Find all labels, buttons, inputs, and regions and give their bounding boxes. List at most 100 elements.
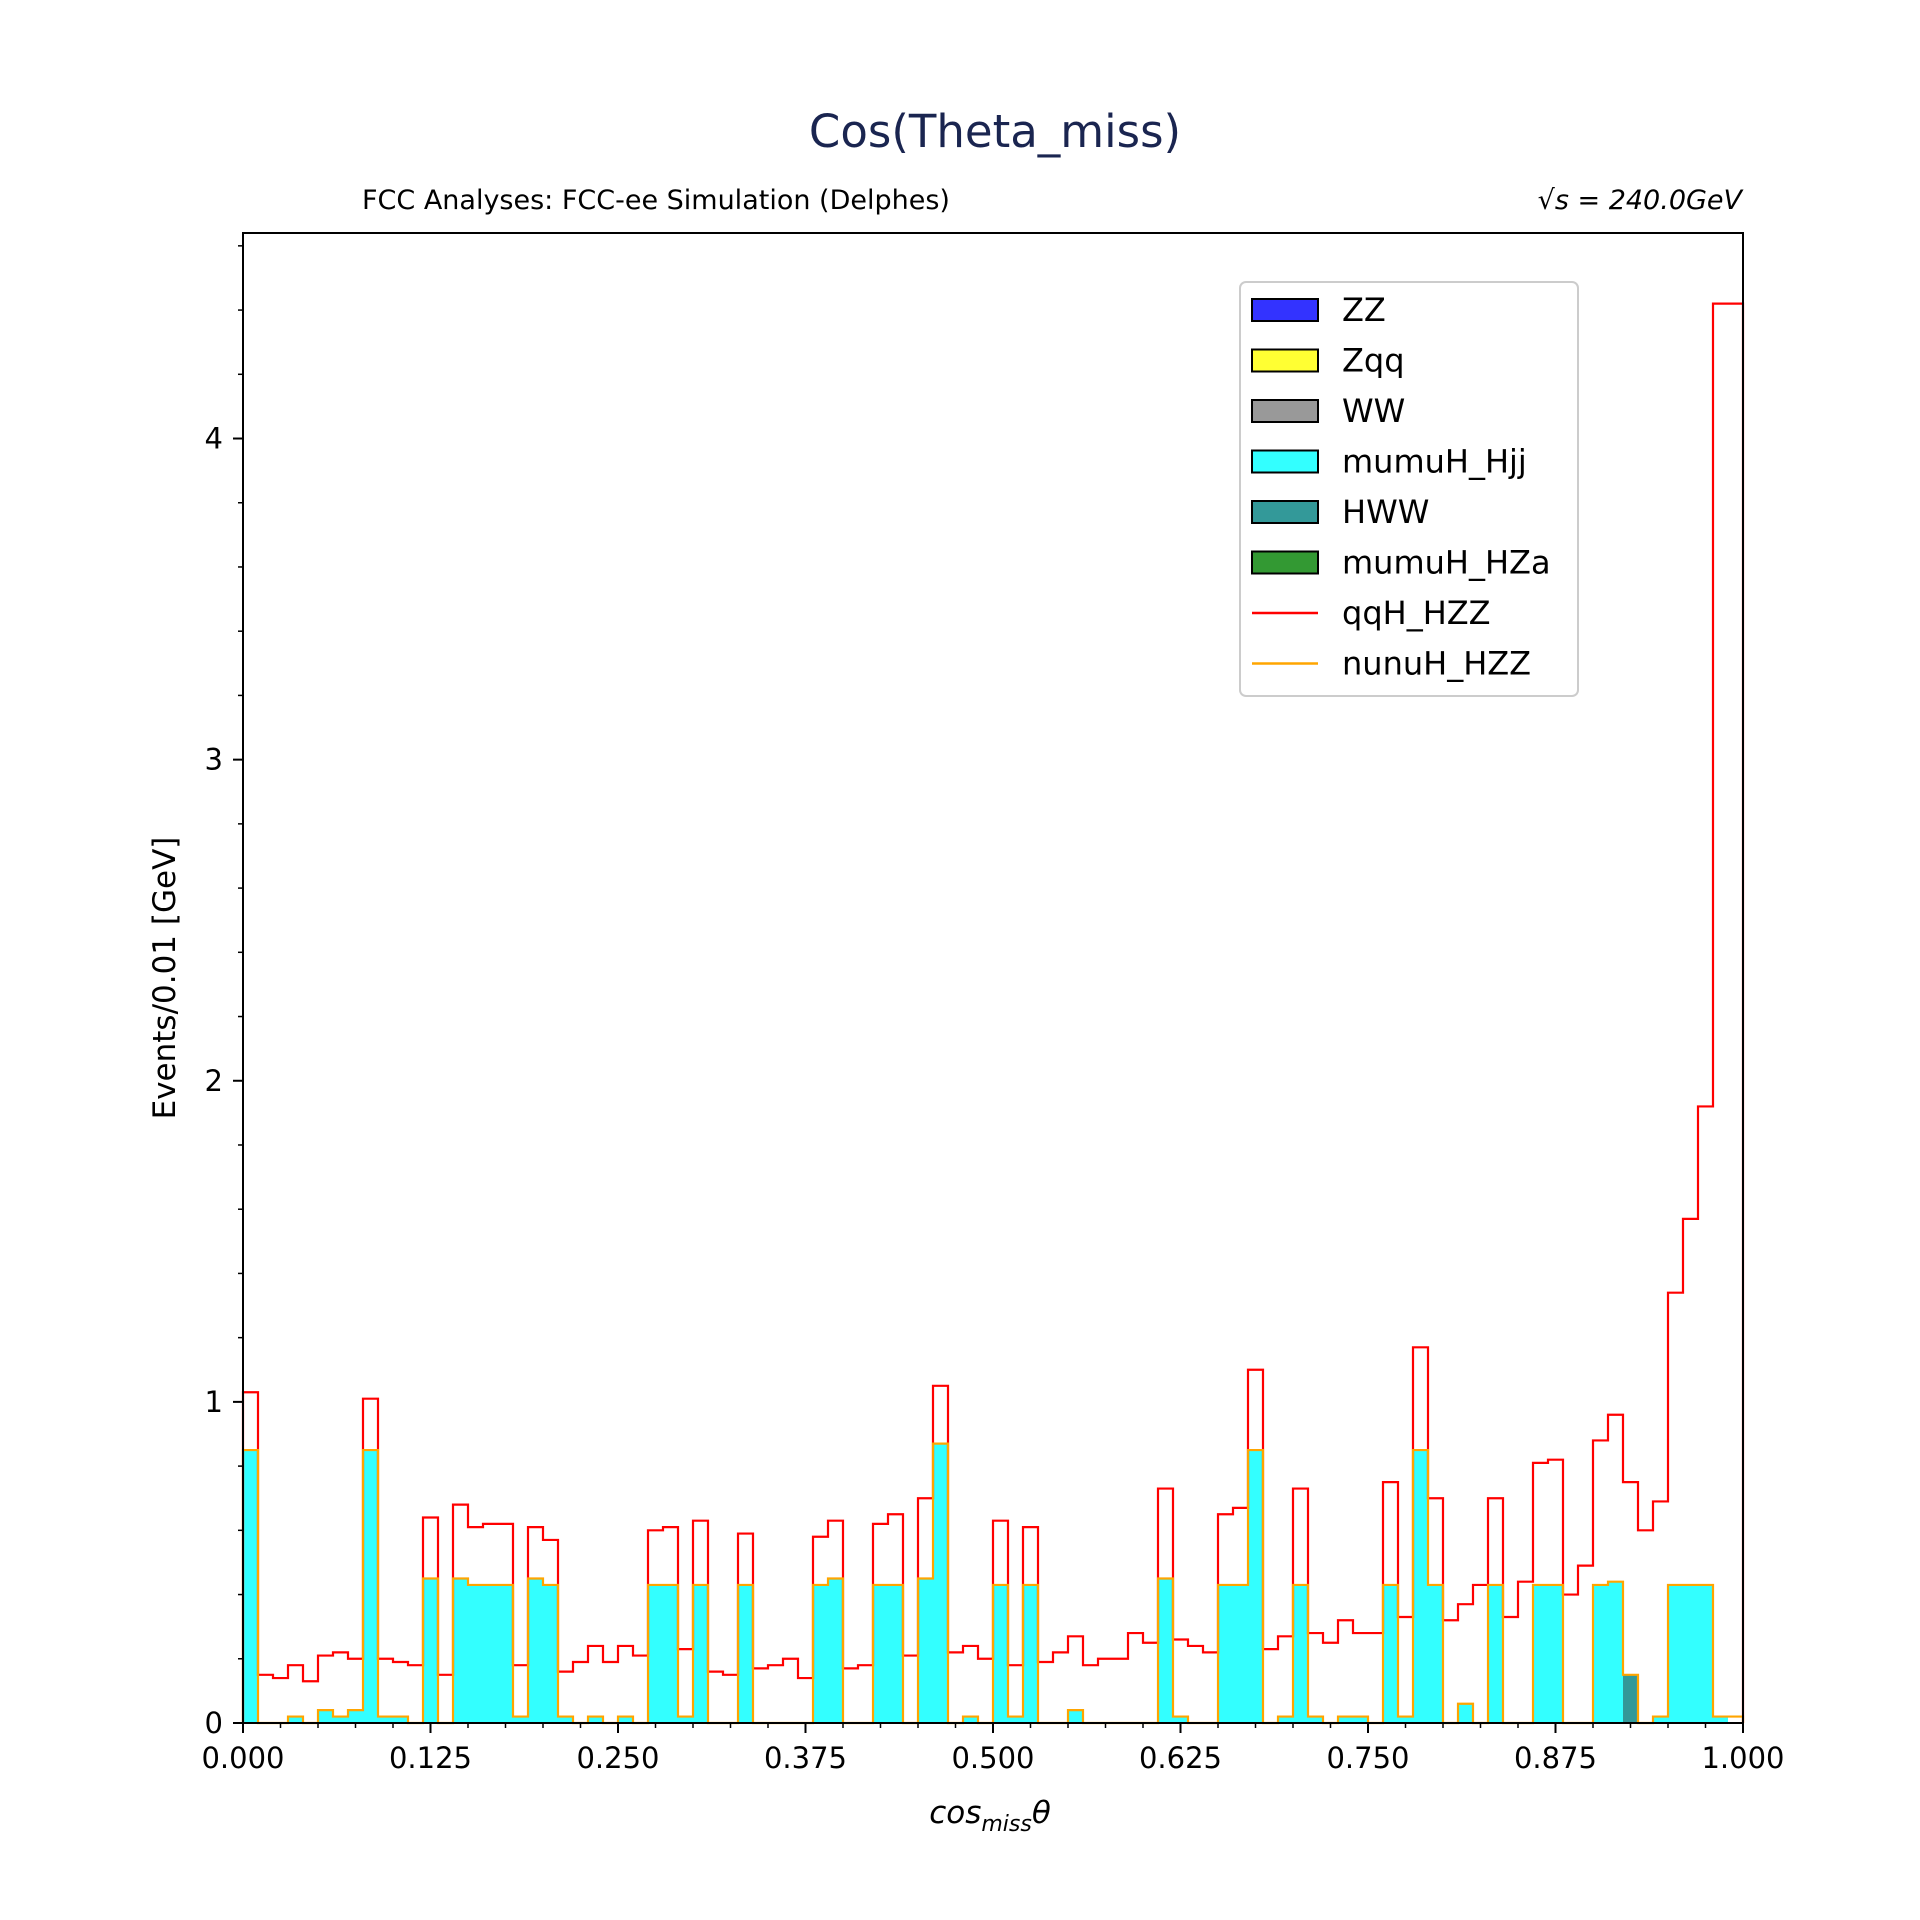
legend-item-HWW: HWW [1251,493,1429,531]
bar-mumuH_Hjj-23 [588,1716,603,1723]
bar-mumuH_Hjj-28 [663,1584,678,1723]
y-tick-label: 3 [205,743,223,777]
legend-item-nunuH_HZZ: nunuH_HZZ [1252,645,1531,683]
legend-swatch [1251,449,1319,474]
x-tick-label: 0.750 [1326,1741,1409,1775]
bar-mumuH_Hjj-8 [363,1450,378,1723]
bar-mumuH_Hjj-25 [618,1716,633,1723]
bar-mumuH_Hjj-16 [483,1584,498,1723]
bar-mumuH_Hjj-87 [1548,1584,1563,1723]
legend-item-Zqq: Zqq [1251,342,1405,380]
bar-mumuH_Hjj-10 [393,1716,408,1723]
bar-mumuH_Hjj-52 [1023,1584,1038,1723]
bar-mumuH_Hjj-50 [993,1584,1008,1723]
bar-mumuH_Hjj-67 [1248,1450,1263,1723]
bar-mumuH_Hjj-97 [1698,1584,1713,1723]
bar-mumuH_Hjj-71 [1308,1716,1323,1723]
bar-mumuH_Hjj-5 [318,1710,333,1723]
bar-mumuH_Hjj-45 [918,1578,933,1723]
bar-mumuH_Hjj-61 [1158,1578,1173,1723]
bar-mumuH_Hjj-43 [888,1584,903,1723]
x-tick-label: 0.000 [201,1741,284,1775]
x-axis-label: cosmissθ [929,1795,1051,1837]
legend-label: mumuH_Hjj [1342,443,1527,481]
bar-mumuH_Hjj-98 [1713,1716,1728,1723]
bar-mumuH_Hjj-77 [1398,1716,1413,1723]
bar-mumuH_Hjj-12 [423,1578,438,1723]
legend-swatch [1251,550,1319,575]
bar-HWW-92 [1623,1674,1638,1723]
step-line-qqH_HZZ [241,302,1745,1723]
y-axis-label: Events/0.01 [GeV] [147,837,183,1120]
legend-item-mumuH_HZa: mumuH_HZa [1251,544,1551,582]
bar-mumuH_Hjj-14 [453,1578,468,1723]
bar-mumuH_Hjj-66 [1233,1584,1248,1723]
bar-mumuH_Hjj-69 [1278,1716,1293,1723]
y-axis: 0 1 2 3 4 [205,245,243,1740]
bar-mumuH_Hjj-27 [648,1584,663,1723]
legend-item-WW: WW [1251,392,1405,430]
bar-mumuH_Hjj-51 [1008,1716,1023,1723]
bar-mumuH_Hjj-15 [468,1584,483,1723]
bar-mumuH_Hjj-70 [1293,1584,1308,1723]
bar-mumuH_Hjj-96 [1683,1584,1698,1723]
legend-item-mumuH_Hjj: mumuH_Hjj [1251,443,1527,481]
y-tick-label: 1 [205,1385,223,1419]
bar-mumuH_Hjj-9 [378,1716,393,1723]
bar-mumuH_Hjj-65 [1218,1584,1233,1723]
chart-subtitle-left: FCC Analyses: FCC-ee Simulation (Delphes… [362,185,950,216]
legend-item-qqH_HZZ: qqH_HZZ [1252,594,1491,632]
legend-label: mumuH_HZa [1342,544,1551,582]
bar-mumuH_Hjj-0 [243,1450,258,1723]
bar-mumuH_Hjj-78 [1413,1450,1428,1723]
legend-swatch [1251,298,1319,322]
plot-area [241,232,1745,1725]
bar-mumuH_Hjj-79 [1428,1584,1443,1723]
bar-mumuH_Hjj-83 [1488,1584,1503,1723]
series-qqH_HZZ [241,302,1745,1723]
legend-label: qqH_HZZ [1342,594,1491,632]
chart-title: Cos(Theta_miss) [809,105,1181,158]
legend-item-ZZ: ZZ [1251,291,1386,329]
x-axis-label-main: cos [929,1795,981,1831]
x-tick-label: 0.125 [389,1741,472,1775]
y-tick-label: 2 [205,1064,223,1098]
legend: ZZ Zqq WW mumuH_Hjj HWW mumuH_HZa qqH_HZZ nunuH… [1239,281,1579,697]
legend-swatch [1251,399,1319,423]
bar-mumuH_Hjj-7 [348,1710,363,1723]
x-tick-label: 0.250 [576,1741,659,1775]
legend-label: Zqq [1342,342,1405,380]
series-mumuH_Hjj [243,1443,1728,1723]
bar-mumuH_Hjj-6 [333,1716,348,1723]
legend-swatch [1251,348,1319,373]
legend-swatch [1251,500,1319,524]
y-tick-label: 4 [205,422,223,456]
legend-label: WW [1342,392,1405,430]
bar-mumuH_Hjj-86 [1533,1584,1548,1723]
bar-mumuH_Hjj-30 [693,1584,708,1723]
bar-mumuH_Hjj-55 [1068,1710,1083,1723]
bar-mumuH_Hjj-38 [813,1584,828,1723]
bar-mumuH_Hjj-91 [1608,1581,1623,1723]
bar-mumuH_Hjj-95 [1668,1584,1683,1723]
bar-mumuH_Hjj-76 [1383,1584,1398,1723]
x-tick-label: 0.875 [1514,1741,1597,1775]
legend-box [1239,281,1579,697]
x-tick-label: 0.500 [951,1741,1034,1775]
chart-subtitle-right: √s = 240.0GeV [1538,185,1745,216]
bar-mumuH_Hjj-73 [1338,1716,1353,1723]
bar-mumuH_Hjj-90 [1593,1584,1608,1723]
bar-mumuH_Hjj-46 [933,1443,948,1723]
bar-mumuH_Hjj-81 [1458,1703,1473,1723]
bar-mumuH_Hjj-42 [873,1584,888,1723]
bar-mumuH_Hjj-18 [513,1716,528,1723]
x-tick-label: 1.000 [1701,1741,1784,1775]
bar-mumuH_Hjj-3 [288,1716,303,1723]
legend-label: ZZ [1342,291,1386,329]
legend-label: HWW [1342,493,1429,531]
x-tick-label: 0.375 [764,1741,847,1775]
bar-mumuH_Hjj-94 [1653,1716,1668,1723]
x-axis-label-sub: miss [981,1812,1031,1837]
bar-mumuH_Hjj-21 [558,1716,573,1723]
